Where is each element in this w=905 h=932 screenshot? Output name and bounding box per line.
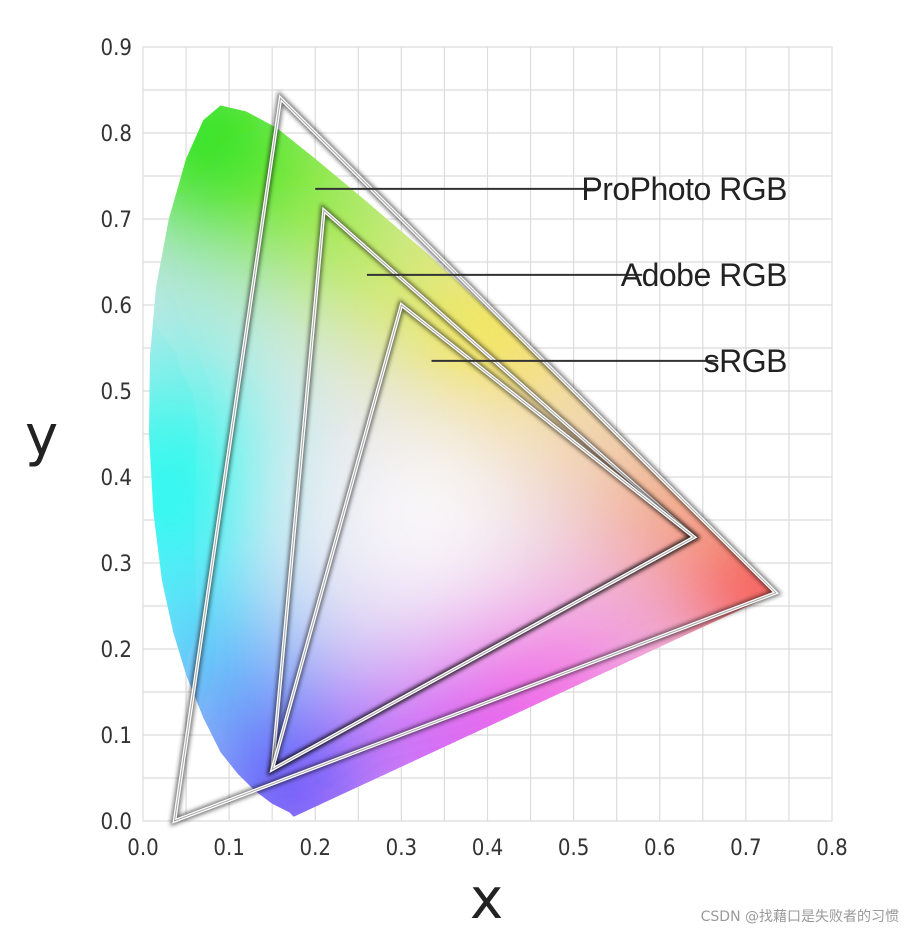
gamut-prophoto-rgb-edge bbox=[173, 97, 777, 822]
x-axis-label: x bbox=[470, 867, 503, 932]
y-tick-label: 0.2 bbox=[101, 638, 132, 663]
y-tick-label: 0.8 bbox=[101, 122, 132, 147]
x-tick-label: 0.1 bbox=[213, 836, 244, 861]
x-tick-label: 0.3 bbox=[386, 836, 417, 861]
watermark-text: CSDN @找藉口是失败者的习惯 bbox=[700, 909, 899, 925]
x-tick-label: 0.8 bbox=[816, 836, 847, 861]
gamut-srgb-triangle bbox=[269, 301, 698, 773]
axis-ticks: 0.0 0.1 0.2 0.3 0.4 0.5 0.6 0.7 0.8 0.0 0.1 0.2 0.3 0… bbox=[101, 36, 848, 861]
y-tick-label: 0.9 bbox=[101, 36, 132, 61]
color-blob bbox=[149, 347, 264, 521]
x-tick-label: 0.6 bbox=[644, 836, 675, 861]
gamut-triangles bbox=[170, 90, 783, 827]
x-tick-label: 0.2 bbox=[300, 836, 331, 861]
y-tick-label: 0.5 bbox=[101, 380, 132, 405]
y-tick-label: 0.7 bbox=[101, 208, 132, 233]
gamut-prophoto-rgb-triangle bbox=[172, 94, 779, 824]
x-tick-label: 0.0 bbox=[127, 836, 158, 861]
y-tick-label: 0.4 bbox=[101, 466, 132, 491]
label-prophoto-rgb: ProPhoto RGB bbox=[581, 171, 787, 207]
gamut-srgb-edge bbox=[271, 304, 696, 771]
y-tick-label: 0.0 bbox=[101, 810, 132, 835]
color-blob bbox=[149, 494, 230, 632]
y-tick-label: 0.3 bbox=[101, 552, 132, 577]
color-blob bbox=[384, 468, 471, 555]
label-adobe-rgb: Adobe RGB bbox=[621, 257, 787, 293]
y-axis-label: y bbox=[25, 404, 58, 469]
y-tick-label: 0.1 bbox=[101, 724, 132, 749]
x-tick-label: 0.5 bbox=[558, 836, 589, 861]
gamut-annotations: ProPhoto RGB Adobe RGB sRGB bbox=[315, 171, 788, 379]
x-tick-label: 0.4 bbox=[472, 836, 503, 861]
y-tick-label: 0.6 bbox=[101, 294, 132, 319]
x-tick-label: 0.7 bbox=[730, 836, 761, 861]
color-blob bbox=[149, 459, 195, 529]
label-srgb: sRGB bbox=[704, 343, 787, 379]
